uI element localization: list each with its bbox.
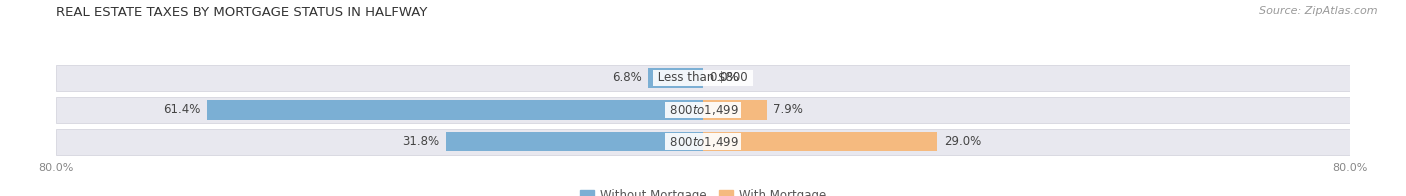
Text: 61.4%: 61.4% [163,103,200,116]
Bar [446,132,703,152]
Text: $800 to $1,499: $800 to $1,499 [666,135,740,149]
Text: 0.0%: 0.0% [710,71,740,84]
Bar [648,68,703,88]
Text: 29.0%: 29.0% [943,135,981,148]
Bar [56,97,1350,123]
Bar [703,100,766,120]
Bar [56,65,1350,91]
Text: Less than $800: Less than $800 [654,71,752,84]
Bar [56,129,1350,155]
Bar [703,132,938,152]
Text: 31.8%: 31.8% [402,135,440,148]
Text: $800 to $1,499: $800 to $1,499 [666,103,740,117]
Text: Source: ZipAtlas.com: Source: ZipAtlas.com [1260,6,1378,16]
Text: 7.9%: 7.9% [773,103,803,116]
Bar [207,100,703,120]
Text: 6.8%: 6.8% [612,71,641,84]
Legend: Without Mortgage, With Mortgage: Without Mortgage, With Mortgage [581,189,825,196]
Text: REAL ESTATE TAXES BY MORTGAGE STATUS IN HALFWAY: REAL ESTATE TAXES BY MORTGAGE STATUS IN … [56,6,427,19]
